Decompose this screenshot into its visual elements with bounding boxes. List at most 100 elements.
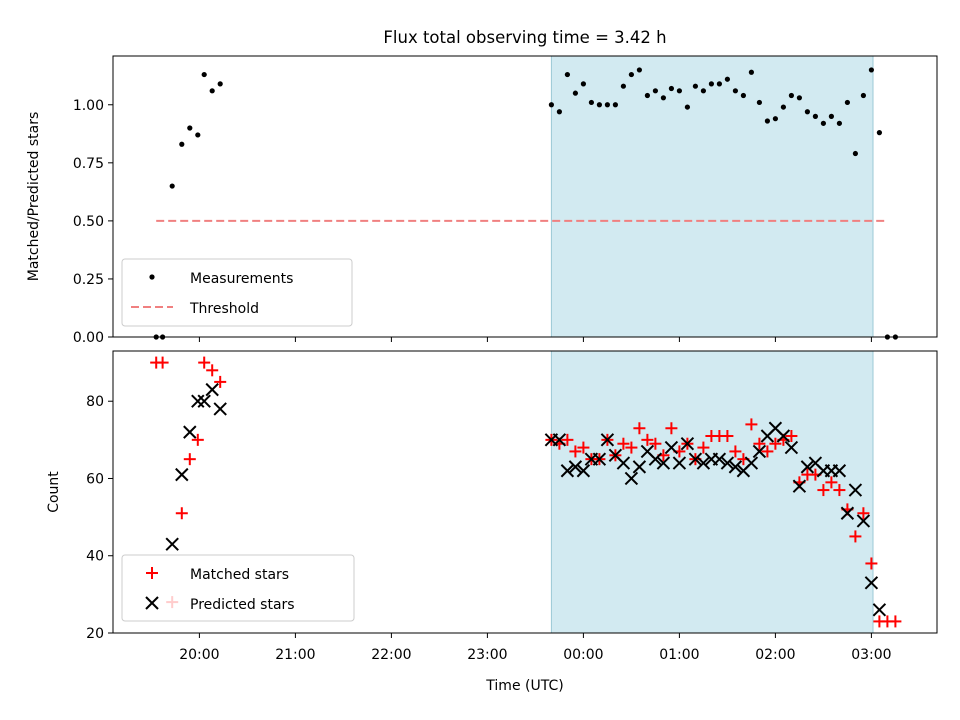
matched-star-point: [729, 445, 742, 458]
measurement-point: [724, 76, 731, 82]
predicted-star-point: [832, 464, 847, 478]
matched-star-point: [198, 356, 211, 369]
measurement-point: [556, 109, 563, 115]
predicted-star-point: [213, 402, 227, 416]
predicted-star-point: [864, 576, 879, 590]
x-tick-label: 20:00: [179, 647, 219, 663]
measurement-point: [217, 81, 223, 87]
x-tick-label: 21:00: [275, 647, 315, 663]
predicted-star-point: [576, 464, 591, 478]
measurement-point: [732, 88, 739, 94]
matched-star-point: [206, 364, 219, 377]
predicted-star-point: [840, 506, 855, 520]
matched-star-point: [641, 433, 654, 446]
bottom-shaded-interval: [550, 350, 874, 634]
matched-star-point: [214, 375, 227, 388]
measurement-point: [668, 85, 675, 92]
measurement-point: [780, 104, 787, 110]
predicted-star-point: [197, 394, 211, 408]
bottom-legend: Matched stars Predicted stars: [121, 554, 355, 622]
predicted-star-point: [800, 460, 815, 474]
bottom-y-tick-label: 60: [86, 471, 104, 487]
matched-star-point: [865, 557, 878, 570]
x-tick-label: 00:00: [563, 647, 603, 663]
matched-star-point: [625, 441, 638, 454]
bottom-panel: 20 40 60 80 20:00 21:00 22:00 23:00 00:00 01:00 0…: [46, 350, 938, 694]
top-legend-box: [121, 258, 353, 327]
measurement-point: [740, 92, 747, 99]
predicted-star-point: [205, 382, 219, 397]
matched-star-point: [817, 484, 830, 497]
top-axes-frame: [112, 55, 938, 338]
measurement-point: [628, 71, 635, 78]
predicted-star-point: [872, 603, 887, 617]
matched-star-point: [649, 437, 662, 450]
predicted-stars-points: [165, 382, 887, 617]
matched-star-point: [753, 437, 766, 450]
top-y-ticks: 0.00 0.25 0.50 0.75 1.00: [73, 98, 113, 346]
matched-star-point: [833, 484, 846, 497]
legend-marker-matched: [146, 567, 158, 579]
measurement-point: [564, 71, 571, 78]
matched-star-point: [857, 507, 870, 520]
predicted-star-point: [848, 483, 863, 497]
predicted-star-point: [560, 464, 575, 478]
predicted-star-point: [688, 452, 703, 466]
measurement-point: [708, 81, 715, 87]
matched-star-point: [577, 441, 590, 454]
measurement-point: [580, 81, 587, 87]
measurement-point: [179, 141, 185, 147]
measurement-point: [604, 102, 611, 108]
matched-star-point: [569, 445, 582, 458]
measurement-point: [169, 183, 175, 189]
predicted-star-point: [648, 452, 663, 466]
measurement-point: [796, 95, 803, 101]
predicted-star-point: [720, 456, 735, 470]
bottom-x-ticks: 20:00 21:00 22:00 23:00 00:00 01:00 02:00 03:00: [179, 633, 892, 663]
measurement-point: [852, 150, 859, 157]
measurement-point: [868, 67, 875, 73]
measurement-point: [195, 132, 201, 138]
x-tick-label: 01:00: [659, 647, 699, 663]
measurement-point: [748, 69, 755, 75]
legend-label-matched: Matched stars: [190, 567, 289, 583]
measurement-point: [572, 90, 579, 96]
top-y-tick-label: 0.25: [73, 272, 104, 288]
measurement-point: [828, 113, 835, 119]
matched-star-point: [889, 615, 902, 628]
predicted-star-point: [696, 456, 711, 470]
predicted-star-point: [568, 460, 583, 474]
predicted-star-point: [672, 456, 687, 470]
predicted-star-point: [744, 456, 759, 470]
legend-label-predicted: Predicted stars: [190, 597, 295, 613]
measurement-point: [716, 81, 723, 87]
chart-title: Flux total observing time = 3.42 h: [383, 28, 666, 47]
matched-star-point: [633, 422, 646, 435]
predicted-star-point: [784, 440, 799, 455]
predicted-star-point: [776, 429, 791, 443]
measurement-point: [596, 102, 603, 108]
measurement-point: [588, 99, 595, 106]
matched-star-point: [849, 530, 862, 543]
measurement-point: [612, 102, 619, 108]
measurement-point: [548, 102, 555, 108]
top-x-ticks: [198, 337, 872, 342]
measurement-point: [860, 92, 867, 99]
measurement-point: [836, 120, 843, 126]
predicted-star-point: [592, 452, 607, 466]
measurement-point: [772, 116, 779, 122]
bottom-y-tick-label: 80: [86, 394, 104, 410]
measurement-point: [692, 83, 699, 89]
top-y-tick-label: 0.00: [73, 330, 104, 346]
predicted-star-point: [632, 460, 647, 474]
x-tick-label: 02:00: [755, 647, 795, 663]
predicted-star-point: [792, 479, 807, 493]
measurement-point: [756, 99, 763, 106]
measurement-point: [636, 67, 643, 73]
measurement-point: [812, 113, 819, 119]
measurement-point: [652, 88, 659, 94]
matched-star-point: [183, 453, 196, 466]
bottom-y-tick-label: 40: [86, 549, 104, 565]
measurement-point: [201, 71, 207, 78]
